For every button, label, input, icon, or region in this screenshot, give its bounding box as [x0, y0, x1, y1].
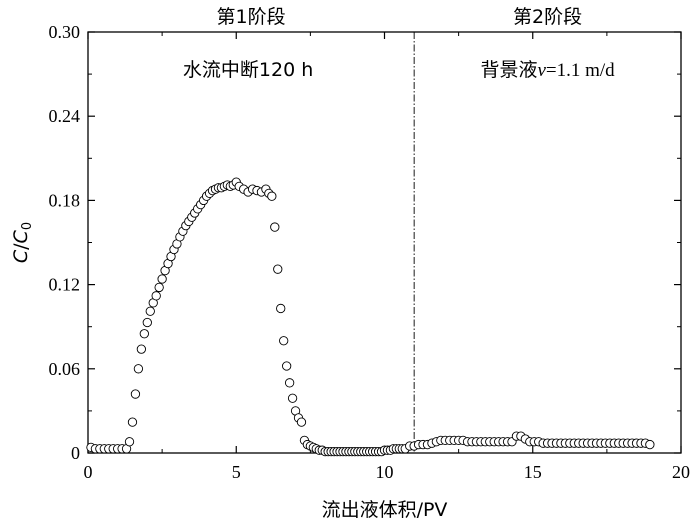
phase1-label: 第1阶段	[217, 6, 286, 28]
data-point	[154, 282, 164, 293]
annotation-phase2-prefix: 背景液	[480, 59, 537, 81]
y-tick-label: 0	[71, 443, 80, 463]
phase2-label: 第2阶段	[513, 6, 582, 28]
annotation-phase2-suffix: =1.1 m/d	[546, 60, 615, 81]
y-tick-label: 0.06	[49, 359, 81, 379]
x-tick-label: 5	[232, 462, 241, 482]
data-point	[279, 336, 289, 346]
x-tick-label: 10	[376, 462, 394, 482]
axis-ticks: 0 5 10 15 20 0 0.06 0.12 0.18 0.24 0.30	[49, 22, 691, 482]
data-point	[130, 389, 141, 399]
y-tick-label: 0.18	[49, 190, 81, 210]
data-point	[270, 222, 280, 232]
data-point	[133, 364, 144, 374]
y-axis-title-c0: C	[10, 229, 32, 243]
x-tick-label: 15	[524, 462, 542, 482]
data-points	[86, 177, 655, 457]
y-tick-label: 0.30	[49, 22, 81, 42]
annotation-phase2: 背景液v=1.1 m/d	[480, 59, 615, 81]
data-point	[287, 393, 298, 403]
y-tick-label: 0.24	[49, 106, 81, 126]
data-point	[645, 439, 655, 450]
data-point	[124, 437, 135, 447]
data-point	[157, 274, 167, 284]
data-point	[267, 191, 277, 201]
data-point	[145, 306, 155, 316]
data-point	[284, 378, 295, 388]
x-tick-label: 0	[84, 462, 93, 482]
data-point	[139, 329, 149, 339]
data-point	[151, 291, 161, 301]
data-point	[282, 361, 292, 371]
x-tick-label: 20	[672, 462, 690, 482]
y-tick-label: 0.12	[49, 275, 81, 295]
data-point	[136, 344, 147, 354]
data-point	[296, 417, 307, 427]
y-axis-title-sub: 0	[20, 222, 35, 230]
data-point	[142, 317, 152, 328]
data-point	[276, 303, 286, 314]
y-axis-title: C/C0	[10, 222, 35, 263]
annotation-phase2-var: v	[537, 60, 546, 81]
y-axis-title-slash: /	[10, 243, 32, 250]
data-point	[273, 264, 283, 274]
data-point	[127, 417, 138, 427]
annotation-phase1: 水流中断120 h	[183, 59, 313, 81]
x-axis-title: 流出液体积/PV	[322, 499, 448, 521]
y-axis-title-c: C	[10, 249, 32, 263]
